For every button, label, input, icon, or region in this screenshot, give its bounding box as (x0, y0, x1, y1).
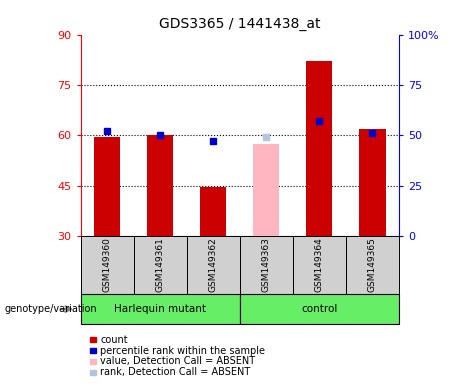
Text: percentile rank within the sample: percentile rank within the sample (100, 346, 266, 356)
Bar (306, 61, 332, 236)
Bar (94, 137, 120, 236)
Text: GSM149360: GSM149360 (103, 238, 112, 292)
Text: GSM149365: GSM149365 (368, 238, 377, 292)
Bar (253, 144, 279, 236)
Text: GSM149363: GSM149363 (262, 238, 271, 292)
Text: GSM149362: GSM149362 (209, 238, 218, 292)
Text: GSM149361: GSM149361 (156, 238, 165, 292)
Text: control: control (301, 304, 337, 314)
Text: genotype/variation: genotype/variation (5, 304, 97, 314)
Title: GDS3365 / 1441438_at: GDS3365 / 1441438_at (159, 17, 320, 31)
Bar (200, 187, 226, 236)
Text: count: count (100, 335, 128, 345)
Text: rank, Detection Call = ABSENT: rank, Detection Call = ABSENT (100, 367, 251, 377)
Text: GSM149364: GSM149364 (315, 238, 324, 292)
Bar (147, 135, 173, 236)
Bar (359, 129, 385, 236)
Text: Harlequin mutant: Harlequin mutant (114, 304, 206, 314)
Text: value, Detection Call = ABSENT: value, Detection Call = ABSENT (100, 356, 255, 366)
